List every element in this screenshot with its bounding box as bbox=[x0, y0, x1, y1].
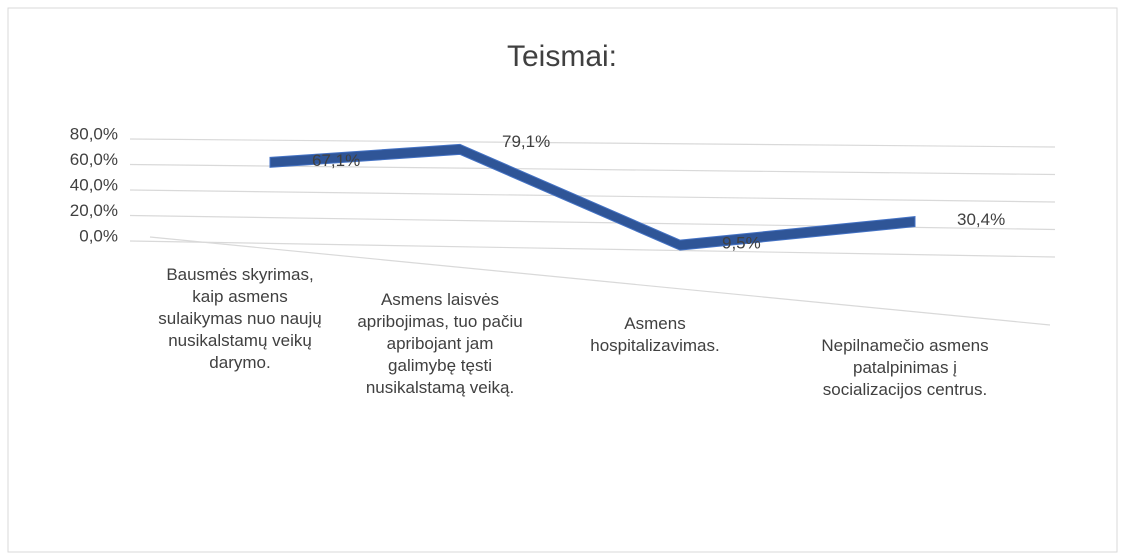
data-label: 9,5% bbox=[722, 234, 761, 253]
chart-border bbox=[7, 7, 1118, 553]
data-label: 79,1% bbox=[502, 132, 550, 151]
ribbon bbox=[269, 143, 916, 251]
data-label: 67,1% bbox=[312, 151, 360, 170]
grid-line bbox=[129, 189, 1056, 203]
y-tick-label: 20,0% bbox=[70, 201, 118, 220]
y-tick-label: 0,0% bbox=[79, 226, 118, 245]
x-tick-label: Asmens hospitalizavimas. bbox=[590, 314, 720, 355]
y-tick-label: 40,0% bbox=[70, 175, 118, 194]
grid-line bbox=[129, 240, 1056, 258]
data-label: 30,4% bbox=[957, 210, 1005, 229]
chart-title: Teismai: bbox=[507, 40, 617, 73]
x-axis bbox=[149, 236, 1051, 326]
x-tick-label: Nepilnamečio asmens patalpinimas į socia… bbox=[821, 336, 989, 399]
grid-line bbox=[129, 138, 1056, 148]
y-tick-label: 80,0% bbox=[70, 124, 118, 143]
x-tick-label: Asmens laisvės apribojimas, tuo pačiu ap… bbox=[357, 290, 523, 397]
y-tick-label: 60,0% bbox=[70, 150, 118, 169]
x-tick-label: Bausmės skyrimas, kaip asmens sulaikymas… bbox=[158, 265, 322, 372]
